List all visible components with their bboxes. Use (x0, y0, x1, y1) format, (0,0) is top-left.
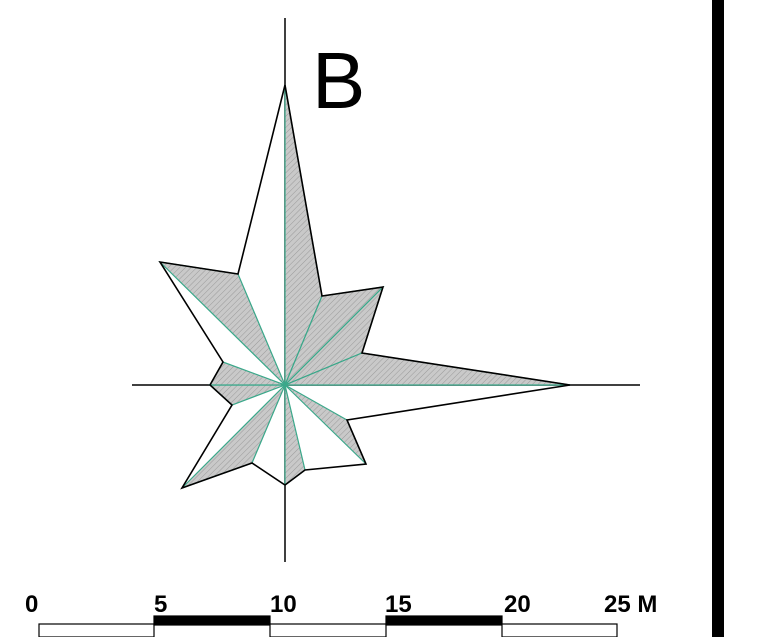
scale-bar-labels: 0 5 10 15 20 25 M (25, 591, 657, 618)
scale-tick-15: 15 (385, 591, 412, 618)
scale-segment-2 (153, 615, 271, 626)
rose-petals (158, 84, 571, 489)
scale-segment-1 (38, 623, 155, 637)
scale-segment-5 (501, 623, 618, 637)
scale-bar (38, 615, 618, 637)
rose-outline (158, 84, 571, 490)
scale-tick-25: 25 M (604, 591, 657, 618)
scale-tick-5: 5 (154, 591, 167, 618)
scale-segment-4 (385, 615, 503, 626)
frame-border-right (712, 0, 724, 637)
panel-label: B (312, 36, 365, 125)
scale-tick-20: 20 (504, 591, 531, 618)
scale-tick-10: 10 (270, 591, 297, 618)
scale-tick-0: 0 (25, 591, 38, 618)
scale-segment-3 (269, 623, 387, 637)
